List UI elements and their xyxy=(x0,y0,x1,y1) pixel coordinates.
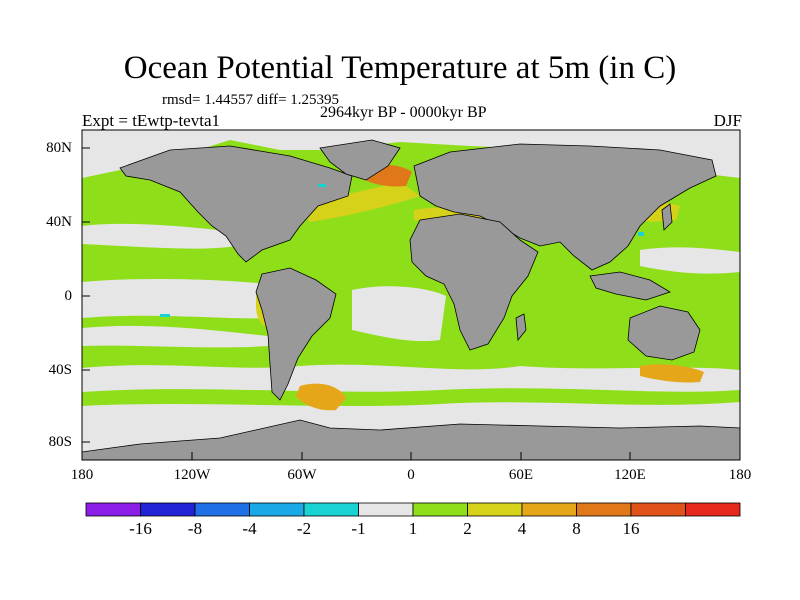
land-masses xyxy=(81,139,741,461)
colorbar-label: 16 xyxy=(622,519,640,538)
colorbar-swatch xyxy=(685,502,741,517)
lat-label: 80N xyxy=(46,140,72,156)
lon-label: 120W xyxy=(173,467,211,483)
lon-label: 180 xyxy=(728,467,752,483)
colorbar xyxy=(85,502,741,517)
lon-label: 60W xyxy=(287,467,317,483)
colorbar-label: 4 xyxy=(517,519,527,538)
north-atlantic-warm-patch xyxy=(300,182,420,222)
colorbar-swatch xyxy=(85,502,141,517)
equatorial-atlantic-neutral xyxy=(352,286,446,342)
lat-label: 40N xyxy=(46,214,72,230)
colorbar-swatch xyxy=(521,502,577,517)
lon-label: 0 xyxy=(407,467,415,483)
cool-spot xyxy=(318,184,326,187)
arctic-neutral-band xyxy=(82,130,740,178)
east-pacific-neutral xyxy=(640,247,740,274)
axis-ticks xyxy=(82,147,631,460)
south-atlantic-warm-patch xyxy=(296,383,346,411)
colorbar-label: 1 xyxy=(408,519,418,538)
africa xyxy=(409,213,539,351)
cool-spot xyxy=(160,314,170,317)
southern-green-ring xyxy=(82,388,740,406)
equatorial-pacific-neutral xyxy=(82,278,268,319)
colorbar-swatch xyxy=(303,502,359,517)
australia xyxy=(627,305,701,361)
colorbar-label: 8 xyxy=(572,519,581,538)
map-title: Ocean Potential Temperature at 5m (in C) xyxy=(123,50,677,86)
cool-spot xyxy=(638,232,644,236)
south-pacific-neutral xyxy=(82,325,268,348)
colorbar-label: 2 xyxy=(463,519,472,538)
lat-label: 80S xyxy=(48,434,72,450)
colorbar-swatch xyxy=(412,502,468,517)
colorbar-swatch xyxy=(249,502,305,517)
colorbar-label: -2 xyxy=(296,519,312,538)
colorbar-swatch xyxy=(576,502,632,517)
north-america xyxy=(119,145,353,263)
colorbar-label: -4 xyxy=(242,519,257,538)
colorbar-swatch xyxy=(358,502,414,517)
maritime-asia xyxy=(589,271,671,301)
experiment-label: Expt = tEwtp-tevta1 xyxy=(82,111,221,130)
period-label: 2964kyr BP - 0000kyr BP xyxy=(320,104,487,121)
lon-label: 180 xyxy=(70,467,94,483)
lat-label: 40S xyxy=(48,362,72,378)
north-pacific-neutral xyxy=(82,223,236,249)
colorbar-label: -1 xyxy=(351,519,366,538)
lon-label: 60E xyxy=(508,467,534,483)
map-panel xyxy=(81,129,741,461)
lat-label: 0 xyxy=(64,288,73,304)
colorbar-label: -8 xyxy=(187,519,203,538)
colorbar-swatch xyxy=(194,502,250,517)
japan xyxy=(661,203,673,231)
madagascar xyxy=(515,313,527,342)
greenland xyxy=(319,139,401,181)
australia-south-warm-patch xyxy=(640,364,704,383)
season-label: DJF xyxy=(713,111,742,130)
colorbar-swatch xyxy=(630,502,686,517)
lon-label: 120E xyxy=(614,467,646,483)
rmsd-diff-stats: rmsd= 1.44557 diff= 1.25395 xyxy=(162,92,340,108)
colorbar-swatch xyxy=(140,502,196,517)
colorbar-label: -16 xyxy=(129,519,152,538)
colorbar-swatch xyxy=(467,502,523,517)
south-america xyxy=(255,267,337,401)
eurasia xyxy=(413,143,717,271)
